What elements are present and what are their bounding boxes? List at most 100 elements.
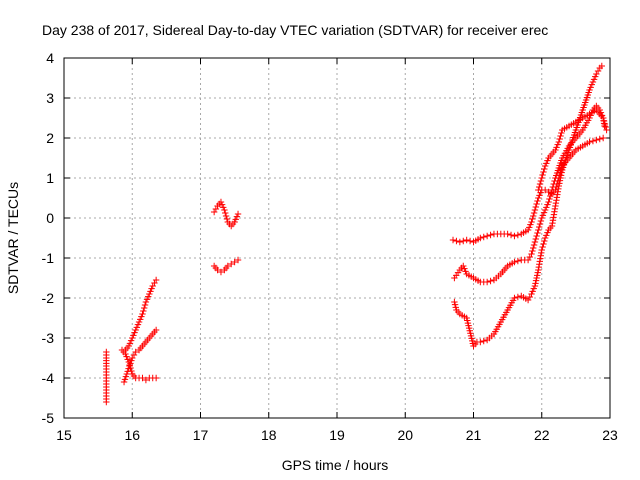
- data-point: [555, 138, 563, 146]
- data-point: [139, 374, 146, 382]
- data-point: [146, 290, 153, 298]
- data-point: [222, 212, 230, 220]
- data-point: [532, 235, 539, 243]
- data-point: [132, 348, 139, 356]
- data-point: [131, 329, 138, 336]
- data-point: [143, 296, 151, 303]
- data-point: [527, 221, 534, 228]
- data-point: [556, 135, 563, 143]
- y-tick-label: 4: [46, 50, 54, 66]
- x-tick-label: 23: [602, 427, 618, 443]
- data-point: [452, 304, 459, 311]
- data-series: [451, 62, 606, 350]
- data-point: [126, 340, 134, 347]
- data-point: [466, 237, 474, 245]
- data-point: [132, 326, 139, 334]
- data-point: [543, 160, 550, 167]
- data-point: [511, 258, 518, 266]
- data-point: [451, 301, 459, 308]
- data-point: [129, 334, 136, 342]
- x-tick-label: 16: [124, 427, 140, 443]
- data-point: [218, 201, 226, 208]
- data-point: [555, 182, 563, 190]
- data-point: [231, 218, 238, 226]
- data-points: [103, 62, 610, 406]
- data-point: [534, 272, 541, 279]
- data-point: [535, 194, 542, 202]
- data-point: [147, 288, 154, 295]
- data-point: [550, 180, 557, 188]
- data-point: [539, 243, 546, 251]
- data-point: [532, 277, 540, 284]
- data-point: [531, 206, 539, 214]
- data-point: [534, 269, 541, 276]
- data-point: [231, 258, 238, 266]
- data-point: [123, 370, 130, 378]
- data-point: [487, 231, 494, 239]
- data-point: [534, 197, 541, 205]
- data-point: [121, 376, 129, 383]
- data-point: [141, 301, 149, 309]
- data-point: [535, 183, 543, 191]
- data-point: [507, 231, 515, 239]
- data-point: [135, 318, 143, 326]
- data-series: [210, 198, 242, 230]
- data-point: [536, 180, 544, 188]
- y-tick-label: 2: [46, 130, 54, 146]
- data-point: [599, 114, 607, 122]
- data-point: [556, 177, 564, 184]
- data-point: [557, 174, 564, 182]
- data-point: [463, 236, 470, 244]
- data-point: [545, 198, 552, 206]
- data-point: [514, 293, 522, 301]
- data-point: [449, 236, 457, 244]
- data-point: [540, 168, 547, 176]
- data-point: [538, 246, 545, 254]
- data-point: [480, 337, 487, 345]
- data-point: [543, 204, 550, 211]
- data-point: [553, 144, 560, 151]
- data-point: [133, 324, 140, 331]
- data-point: [228, 260, 235, 268]
- data-point: [531, 282, 539, 290]
- data-point: [601, 120, 609, 128]
- data-series: [118, 346, 160, 384]
- data-point: [535, 226, 542, 234]
- data-point: [532, 280, 539, 287]
- data-point: [456, 238, 464, 246]
- data-point: [541, 186, 549, 194]
- data-point: [532, 203, 539, 211]
- data-point: [528, 250, 535, 258]
- data-point: [217, 268, 225, 276]
- data-point: [548, 186, 556, 194]
- data-series: [120, 326, 160, 386]
- data-point: [477, 234, 484, 242]
- y-tick-label: 3: [46, 90, 54, 106]
- data-point: [134, 321, 142, 328]
- data-point: [544, 157, 551, 164]
- x-axis-label: GPS time / hours: [282, 457, 389, 473]
- data-point: [142, 376, 150, 384]
- data-point: [529, 288, 536, 295]
- data-point: [137, 316, 144, 323]
- data-point: [588, 81, 595, 88]
- data-point: [125, 365, 132, 372]
- data-point: [152, 276, 160, 284]
- data-point: [552, 146, 559, 154]
- data-point: [460, 262, 467, 270]
- data-point: [600, 117, 608, 125]
- data-point: [554, 141, 561, 148]
- data-point: [529, 215, 536, 223]
- x-tick-labels: 15 16 17 18 19 20 21 22 23: [56, 427, 618, 443]
- data-point: [547, 192, 554, 200]
- data-point: [533, 232, 540, 240]
- data-point: [221, 206, 228, 214]
- data-point: [535, 186, 542, 194]
- data-point: [540, 209, 548, 216]
- data-point: [544, 201, 551, 208]
- data-point: [530, 209, 538, 217]
- data-point: [544, 229, 551, 236]
- y-tick-label: -4: [42, 370, 55, 386]
- data-point: [540, 240, 547, 248]
- data-point: [593, 136, 600, 144]
